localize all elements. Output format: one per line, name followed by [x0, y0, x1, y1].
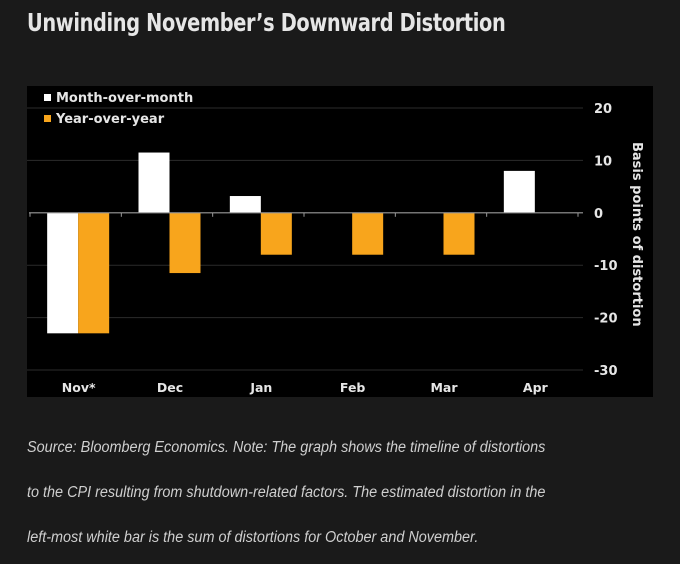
x-tick-label: Jan [249, 380, 272, 395]
caption-line: Source: Bloomberg Economics. Note: The g… [27, 439, 546, 456]
bar-year-over-year-nov [78, 212, 110, 334]
x-tick-label: Mar [430, 380, 458, 395]
y-tick-label: 0 [594, 207, 603, 222]
chart-panel: 20 10 0 -10 -20 -30 Basis points of distortion… [27, 86, 653, 397]
y-tick-label: 20 [594, 102, 612, 117]
bar-year-over-year-mar [443, 212, 475, 255]
legend-swatch-year-over-year [44, 115, 51, 122]
chart-title: Unwinding November’s Downward Distortion [27, 8, 506, 37]
bar-chart: 20 10 0 -10 -20 -30 Basis points of distortion… [27, 91, 644, 395]
legend-label: Year-over-year [55, 112, 165, 127]
y-tick-label: -10 [594, 259, 618, 274]
legend-swatch-month-over-month [44, 94, 51, 101]
bar-year-over-year-dec [169, 212, 201, 274]
x-tick-label: Apr [523, 380, 549, 395]
legend-label: Month-over-month [56, 91, 193, 106]
bar-month-over-month-jan [229, 196, 261, 213]
bar-month-over-month-dec [138, 152, 170, 213]
bar-year-over-year-jan [260, 212, 292, 255]
y-axis-label: Basis points of distortion [629, 142, 644, 327]
y-tick-label: -20 [594, 312, 618, 327]
bar-month-over-month-nov [47, 212, 79, 334]
x-tick-label: Feb [340, 380, 366, 395]
chart-caption: Source: Bloomberg Economics. Note: The g… [27, 425, 622, 560]
bar-year-over-year-feb [352, 212, 384, 255]
x-tick-label: Dec [157, 380, 183, 395]
bar-month-over-month-apr [503, 170, 535, 213]
caption-line: left-most white bar is the sum of distor… [27, 529, 479, 546]
caption-line: to the CPI resulting from shutdown-relat… [27, 484, 546, 501]
y-tick-label: 10 [594, 154, 612, 169]
x-tick-label: Nov* [62, 380, 96, 395]
y-tick-label: -30 [594, 364, 618, 379]
